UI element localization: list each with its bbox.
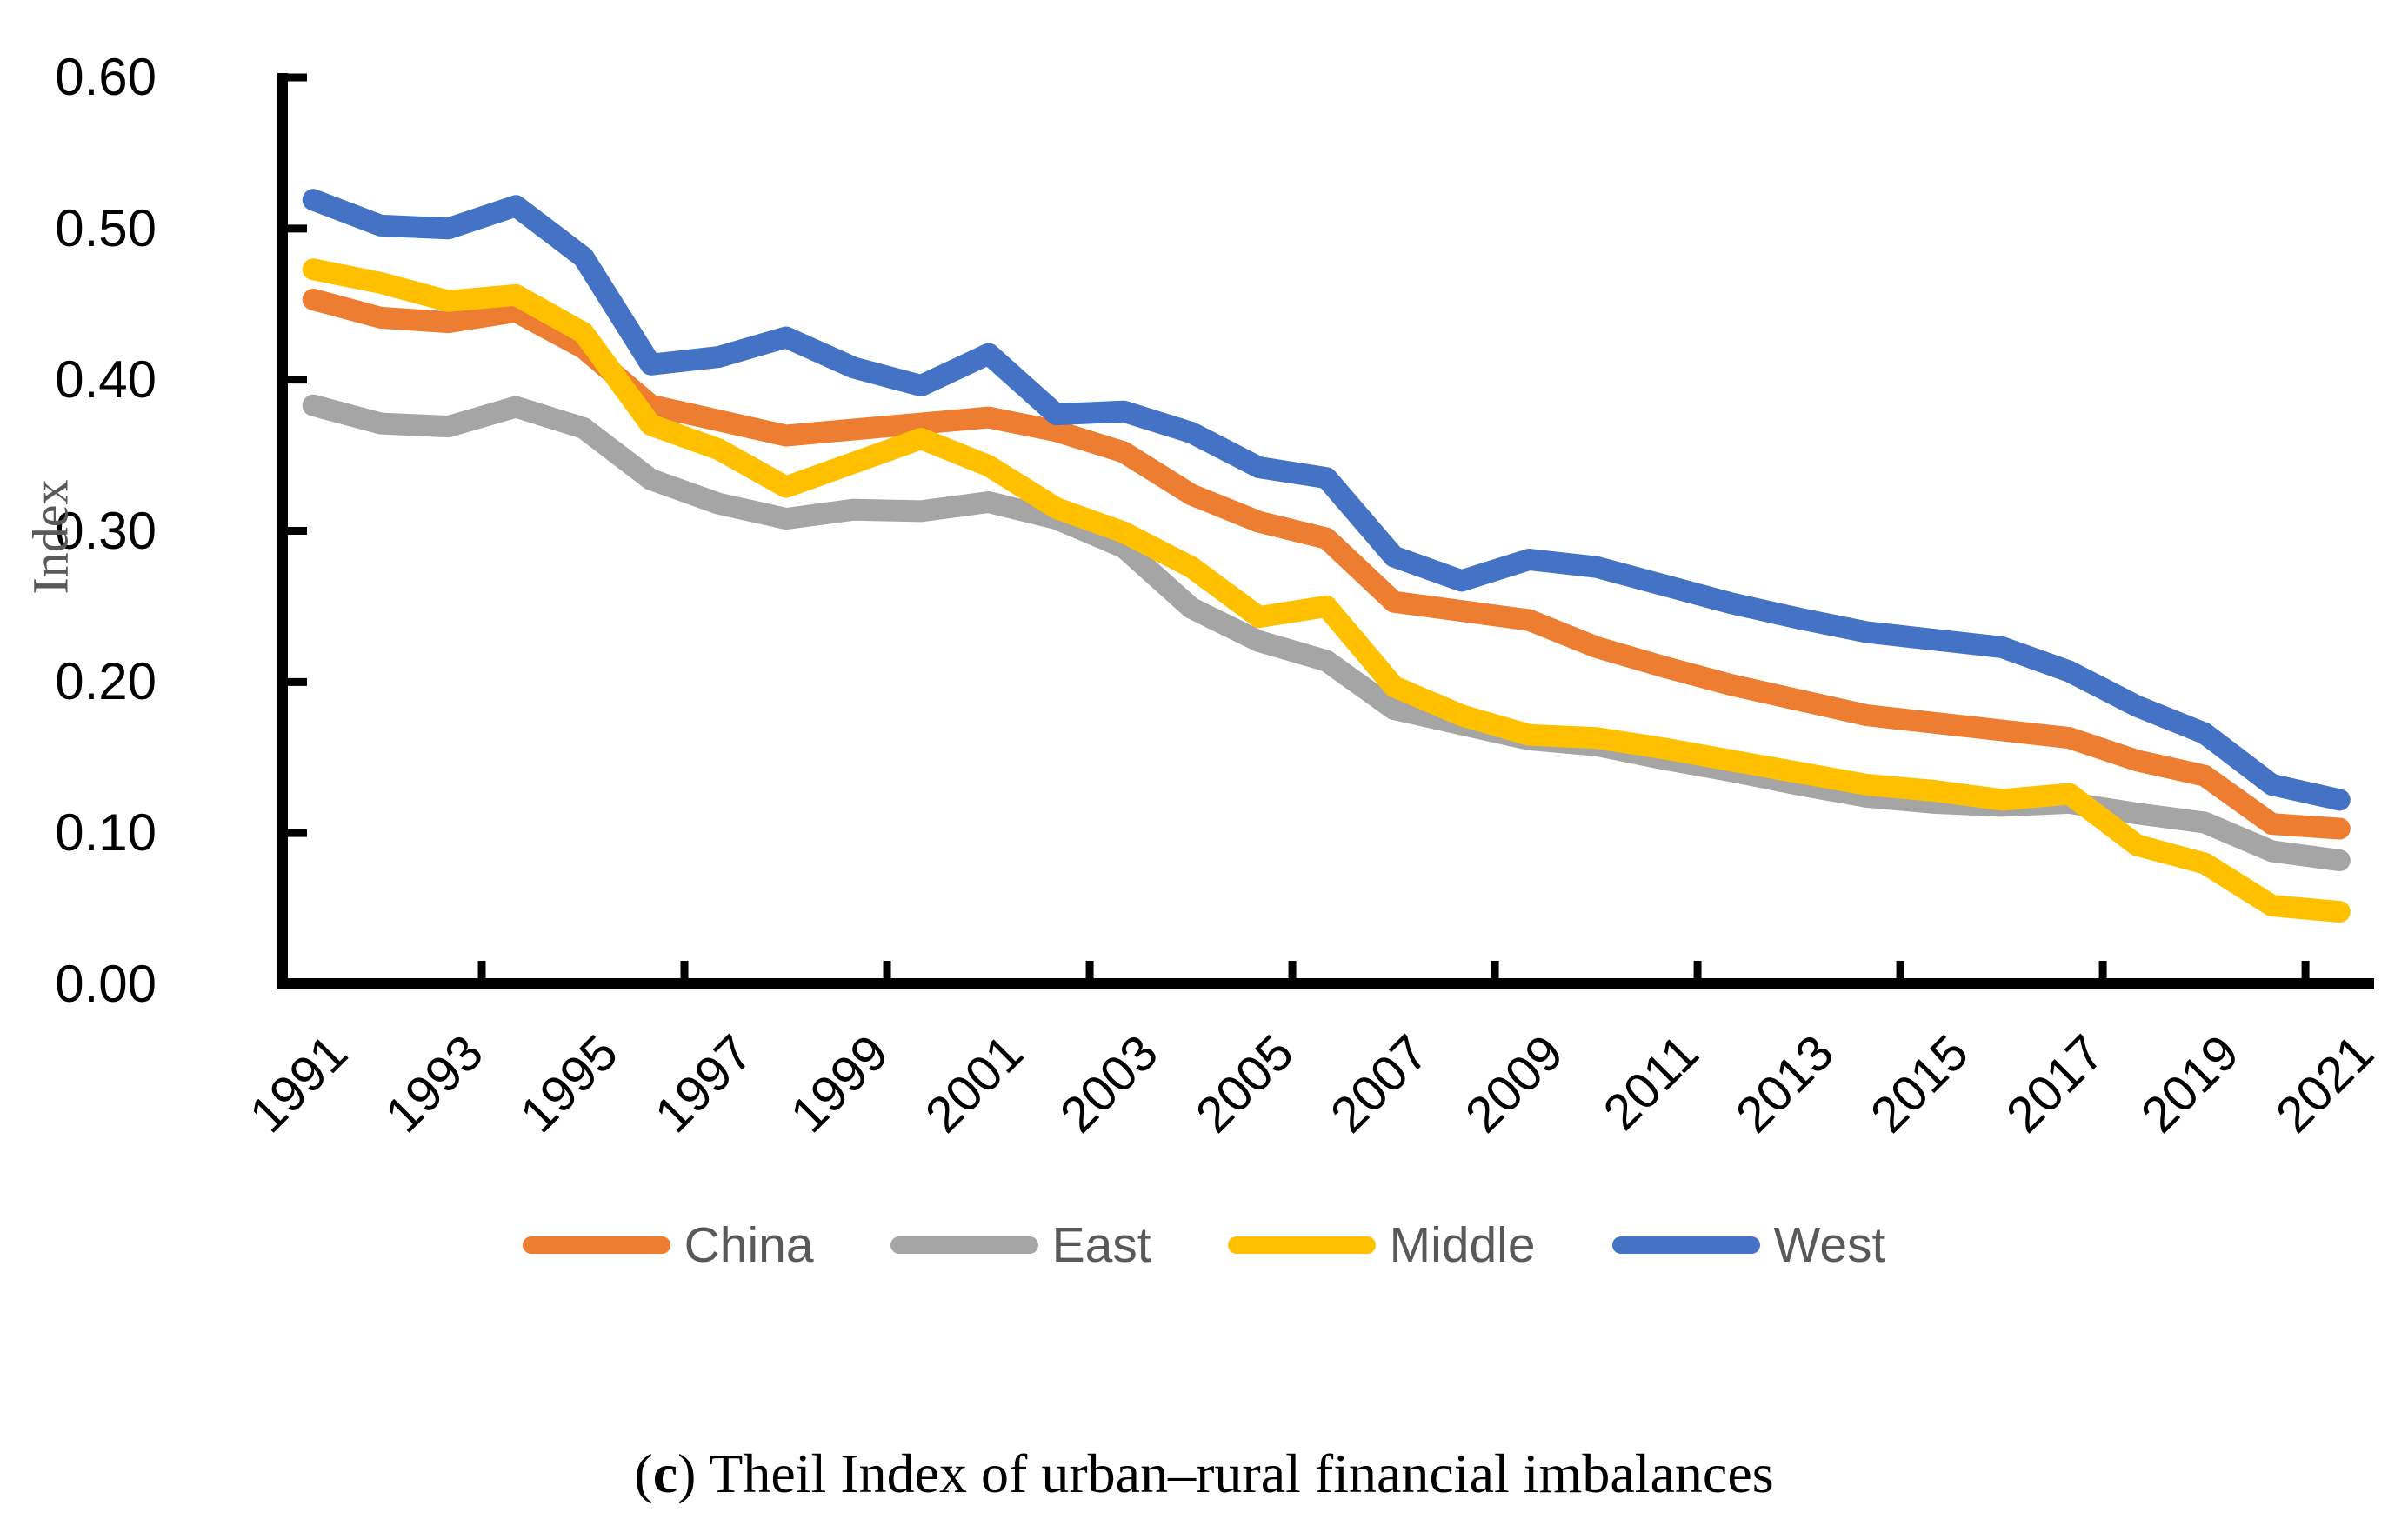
chart-legend: China East Middle West [0,1209,2408,1282]
legend-label: China [684,1217,814,1273]
legend-item-east: East [890,1219,1151,1271]
caption-open-paren: ( [634,1442,653,1504]
y-tick-label: 0.30 [55,501,157,560]
series-line-middle [302,258,2351,923]
y-axis-title: Index [22,479,79,595]
y-tick-label: 0.40 [55,350,157,409]
legend-swatch-china [522,1236,670,1254]
legend-item-china: China [522,1217,814,1273]
legend-label: Middle [1389,1217,1536,1273]
y-tick-label: 0.20 [55,652,157,711]
y-axis-ticks [288,73,307,837]
legend-item-west: West [1611,1217,1886,1273]
series-lines [302,189,2351,923]
caption-letter: c [652,1442,678,1504]
legend-label: West [1773,1217,1886,1273]
series-line-china [302,289,2351,840]
caption-text: Theil Index of urban–rural financial imb… [696,1442,1774,1504]
x-axis-ticks [477,961,2310,979]
axis-lines [277,73,2374,989]
legend-swatch-west [1611,1236,1760,1254]
series-line-west [302,189,2351,811]
legend-swatch-east [890,1236,1038,1254]
legend-item-middle: Middle [1227,1217,1536,1273]
y-tick-label: 0.10 [55,803,157,863]
y-tick-label: 0.50 [55,198,157,257]
y-tick-label: 0.60 [55,48,157,106]
legend-label: East [1051,1217,1151,1273]
y-tick-label: 0.00 [55,955,157,1013]
figure-caption: (c) Theil Index of urban–rural financial… [0,1442,2408,1506]
caption-close-paren: ) [677,1442,697,1504]
legend-swatch-middle [1227,1236,1376,1254]
